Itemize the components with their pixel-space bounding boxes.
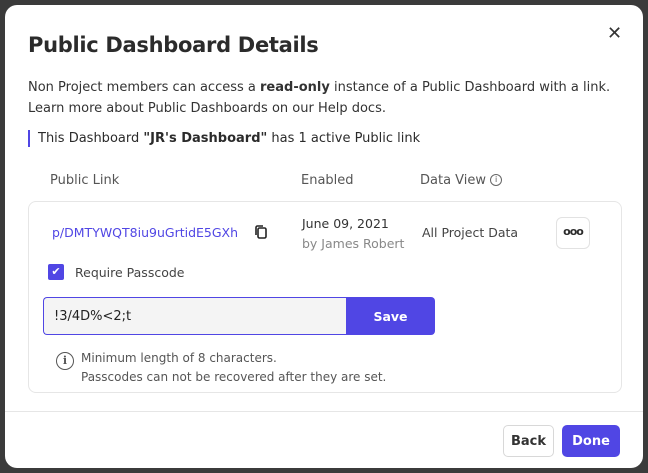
- notice-segment: "JR's Dashboard": [143, 131, 268, 146]
- data-view-label: Data View: [420, 173, 487, 188]
- enabled-by: by James Robert: [302, 236, 405, 251]
- description-segment: read-only: [260, 80, 330, 95]
- passcode-input[interactable]: [43, 297, 346, 335]
- hint-line-2: Passcodes can not be recovered after the…: [81, 370, 387, 384]
- column-header-data-view: Data View i: [420, 173, 503, 188]
- require-passcode-checkbox[interactable]: ✔: [48, 264, 64, 280]
- active-links-notice: This Dashboard "JR's Dashboard" has 1 ac…: [28, 130, 420, 147]
- enabled-date: June 09, 2021: [302, 216, 389, 231]
- description-segment: Learn more about Public Dashboards on ou…: [28, 101, 386, 116]
- close-icon[interactable]: ✕: [607, 23, 623, 44]
- copy-icon[interactable]: [253, 224, 269, 240]
- modal-title: Public Dashboard Details: [28, 33, 319, 57]
- require-passcode-label: Require Passcode: [75, 265, 185, 280]
- public-link-url[interactable]: p/DMTYWQT8iu9uGrtidE5GXh: [52, 225, 239, 240]
- notice-segment: This Dashboard: [38, 131, 144, 146]
- description-segment: instance of a Public Dashboard with a li…: [329, 80, 611, 95]
- save-button[interactable]: Save: [346, 297, 435, 335]
- passcode-hint: Minimum length of 8 characters. Passcode…: [81, 349, 386, 387]
- description-segment: Non Project members can access a: [28, 80, 261, 95]
- info-icon: i: [56, 352, 74, 370]
- modal-description: Non Project members can access a read-on…: [28, 77, 610, 119]
- column-header-public-link: Public Link: [50, 173, 120, 188]
- hint-line-1: Minimum length of 8 characters.: [81, 351, 277, 365]
- footer-divider: [5, 411, 643, 412]
- notice-segment: has 1 active Public link: [267, 131, 421, 146]
- done-button[interactable]: Done: [562, 425, 620, 457]
- back-button[interactable]: Back: [503, 425, 554, 457]
- column-header-enabled: Enabled: [301, 173, 354, 188]
- public-link-card: p/DMTYWQT8iu9uGrtidE5GXh June 09, 2021 b…: [28, 201, 622, 393]
- info-icon[interactable]: i: [490, 174, 503, 186]
- data-view-value: All Project Data: [422, 225, 519, 240]
- public-dashboard-details-modal: Public Dashboard Details ✕ Non Project m…: [5, 5, 643, 468]
- more-options-button[interactable]: ooo: [556, 217, 590, 249]
